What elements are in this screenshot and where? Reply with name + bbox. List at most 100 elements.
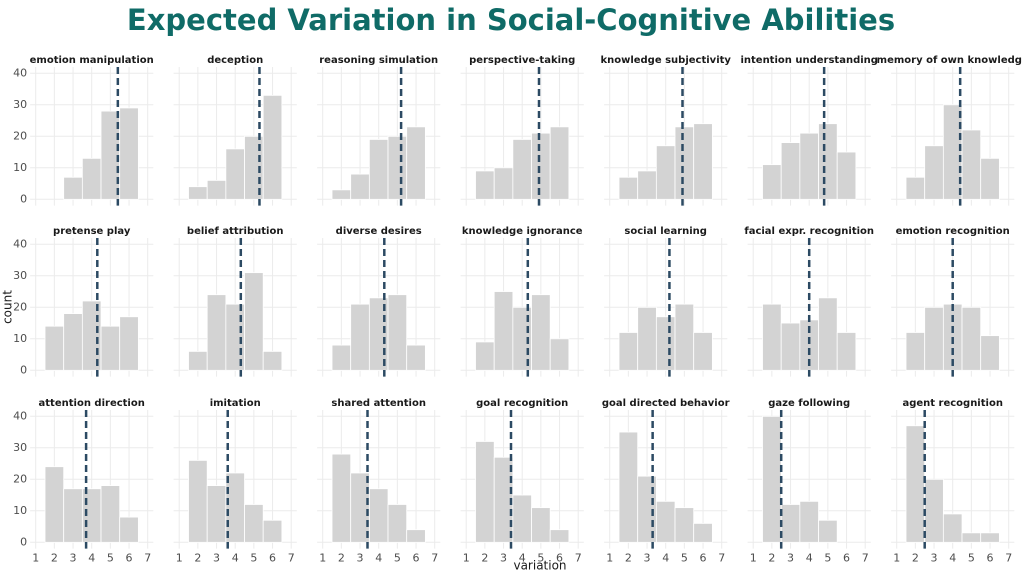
x-tick-label: 4 [375, 552, 382, 565]
x-tick-label: 7 [431, 552, 438, 565]
y-tick-label: 40 [13, 237, 27, 250]
x-tick-label: 5 [824, 552, 831, 565]
panel-title: imitation [210, 398, 261, 409]
panel-title: facial expr. recognition [744, 226, 874, 237]
bar [905, 332, 926, 371]
y-tick-label: 20 [13, 129, 27, 142]
bar [387, 504, 408, 543]
x-tick-label: 7 [144, 552, 151, 565]
bar [262, 350, 283, 371]
x-tick-label: 4 [88, 552, 95, 565]
bar [44, 325, 65, 371]
x-tick-label: 3 [931, 552, 938, 565]
bar [531, 132, 551, 200]
panel-title: attention direction [39, 398, 145, 409]
bar [100, 485, 121, 543]
panel-title: reasoning simulation [319, 55, 438, 66]
bar [350, 173, 370, 200]
x-tick-label: 4 [232, 552, 239, 565]
bar [618, 332, 639, 371]
x-tick-label: 1 [319, 552, 326, 565]
bar [406, 529, 426, 543]
bar [368, 139, 389, 200]
bar [244, 504, 264, 543]
bar [762, 164, 782, 200]
bar [493, 291, 514, 371]
bar [924, 306, 944, 371]
bar [549, 338, 570, 371]
panel-title: gaze following [768, 398, 850, 409]
x-tick-label: 2 [51, 552, 58, 565]
bar [493, 167, 514, 200]
x-tick-label: 5 [250, 552, 257, 565]
x-tick-label: 1 [32, 552, 39, 565]
panel-title: emotion recognition [896, 226, 1010, 237]
y-tick-label: 30 [13, 269, 27, 282]
bar [618, 431, 639, 543]
bar [331, 453, 352, 543]
bar [980, 157, 1000, 200]
bar [331, 189, 352, 200]
y-tick-label: 30 [13, 441, 27, 454]
x-tick-label: 3 [70, 552, 77, 565]
x-tick-label: 7 [1005, 552, 1012, 565]
x-tick-label: 1 [606, 552, 613, 565]
x-tick-label: 3 [644, 552, 651, 565]
panel-title: diverse desires [336, 226, 422, 237]
bar [818, 297, 838, 371]
panel-title: agent recognition [902, 398, 1002, 409]
panel-title: shared attention [331, 398, 426, 409]
x-tick-label: 6 [413, 552, 420, 565]
bar [799, 500, 819, 543]
x-tick-label: 5 [394, 552, 401, 565]
bar [674, 303, 695, 371]
bar [818, 123, 838, 200]
bar [836, 151, 857, 200]
bar [637, 170, 657, 200]
bar [655, 316, 676, 371]
bar [206, 485, 227, 543]
x-tick-label: 2 [338, 552, 345, 565]
bar [63, 488, 83, 543]
bar [836, 332, 857, 371]
panel-title: memory of own knowledge [877, 55, 1022, 66]
bar [693, 123, 713, 200]
panel-title: knowledge subjectivity [600, 55, 731, 66]
bar [188, 350, 208, 371]
x-tick-label: 2 [912, 552, 919, 565]
bar [942, 104, 963, 200]
bar [119, 316, 139, 371]
panel-title: perspective-taking [469, 55, 575, 66]
x-tick-label: 3 [357, 552, 364, 565]
x-tick-label: 4 [806, 552, 813, 565]
bar [961, 306, 982, 371]
x-tick-label: 6 [700, 552, 707, 565]
bar [780, 142, 801, 200]
bar [387, 135, 408, 200]
x-tick-label: 1 [463, 552, 470, 565]
bar [406, 126, 426, 200]
bar [961, 532, 982, 543]
x-tick-label: 5 [681, 552, 688, 565]
x-tick-label: 6 [126, 552, 133, 565]
bar [119, 107, 139, 200]
y-tick-label: 20 [13, 300, 27, 313]
y-tick-label: 10 [13, 161, 27, 174]
bar [81, 157, 102, 200]
bar [44, 466, 65, 543]
x-tick-label: 1 [176, 552, 183, 565]
bar [206, 179, 227, 200]
bar [693, 523, 713, 543]
bar [206, 294, 227, 371]
x-tick-label: 5 [968, 552, 975, 565]
bar [980, 335, 1000, 371]
bar [475, 441, 495, 543]
bar [924, 145, 944, 200]
bar [693, 332, 713, 371]
x-tick-label: 4 [662, 552, 669, 565]
x-tick-label: 7 [575, 552, 582, 565]
x-tick-label: 7 [288, 552, 295, 565]
bar [549, 529, 570, 543]
bar [262, 94, 283, 200]
bar [387, 294, 408, 371]
